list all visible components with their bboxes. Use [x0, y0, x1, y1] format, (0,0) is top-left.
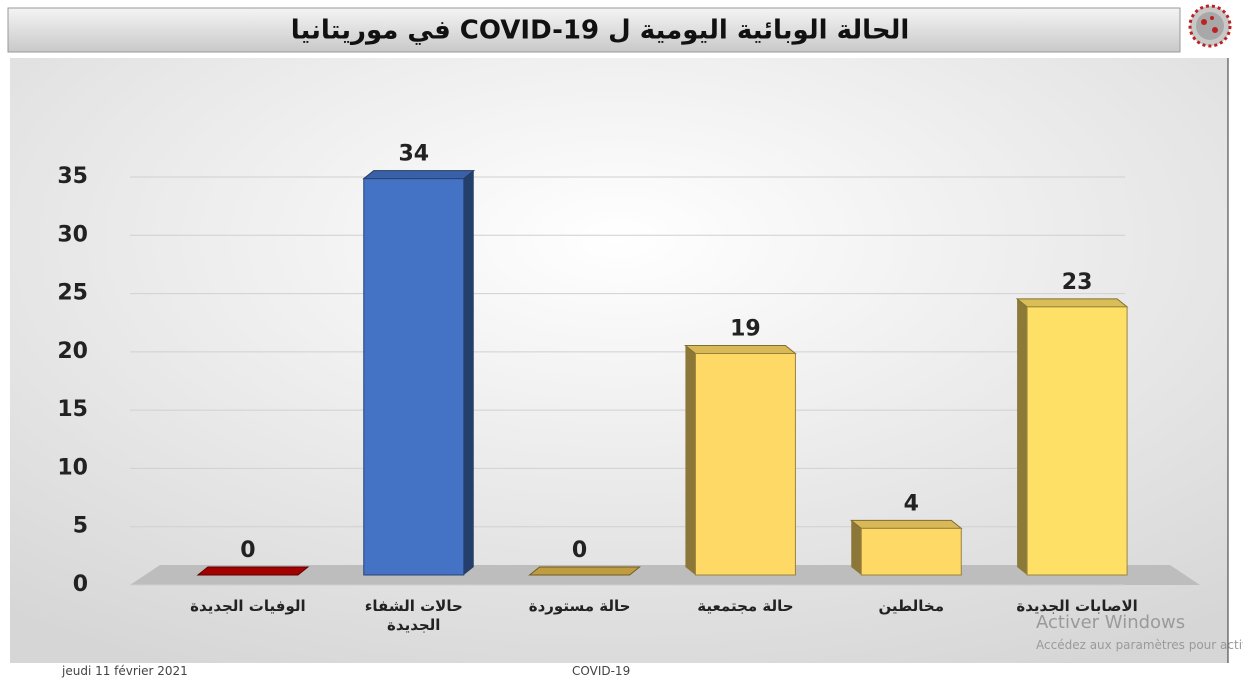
x-tick-label: حالة مستوردة — [528, 597, 631, 615]
chart-title: الحالة الوبائية اليومية ل COVID-19 في مو… — [291, 16, 910, 46]
footer-date: jeudi 11 février 2021 — [62, 664, 188, 678]
y-tick-label: 5 — [73, 514, 88, 539]
bar-side — [1017, 298, 1028, 575]
x-tick-label: حالات الشفاء الجديدة — [364, 597, 463, 634]
bar-top — [196, 566, 310, 576]
bar — [860, 527, 962, 576]
bar-top — [849, 519, 963, 529]
footer-center: COVID-19 — [572, 664, 631, 678]
bar-side — [463, 170, 474, 575]
y-tick-label: 30 — [57, 222, 88, 247]
title-bar — [7, 7, 1181, 53]
bar-side — [685, 345, 696, 575]
x-tick-label: مخالطين — [878, 597, 945, 615]
bar — [1026, 306, 1128, 576]
bar-top — [362, 170, 476, 180]
watermark-title: Activer Windows — [1036, 612, 1186, 633]
y-tick-label: 0 — [73, 572, 88, 597]
x-tick-label: الوفيات الجديدة — [190, 597, 306, 615]
bar-top — [1015, 298, 1129, 308]
bar-top — [683, 345, 797, 355]
bar-side — [851, 520, 862, 575]
y-tick-label: 15 — [57, 397, 88, 422]
y-tick-label: 20 — [57, 339, 88, 364]
y-tick-label: 10 — [57, 455, 88, 480]
value-label: 0 — [240, 538, 255, 563]
x-tick-label: الاصابات الجديدة — [1016, 597, 1138, 615]
x-tick-label: حالة مجتمعية — [697, 597, 794, 615]
y-tick-label: 25 — [57, 281, 88, 306]
value-label: 0 — [572, 538, 587, 563]
y-tick-label: 35 — [57, 164, 88, 189]
value-label: 34 — [398, 142, 429, 167]
bar — [363, 178, 465, 576]
bar-top — [528, 566, 642, 576]
value-label: 23 — [1062, 270, 1093, 295]
watermark-text: Accédez aux paramètres pour activer Wind… — [1036, 638, 1243, 652]
bar — [694, 353, 796, 576]
value-label: 19 — [730, 317, 761, 342]
virus-icon — [1188, 4, 1232, 48]
value-label: 4 — [904, 491, 919, 516]
